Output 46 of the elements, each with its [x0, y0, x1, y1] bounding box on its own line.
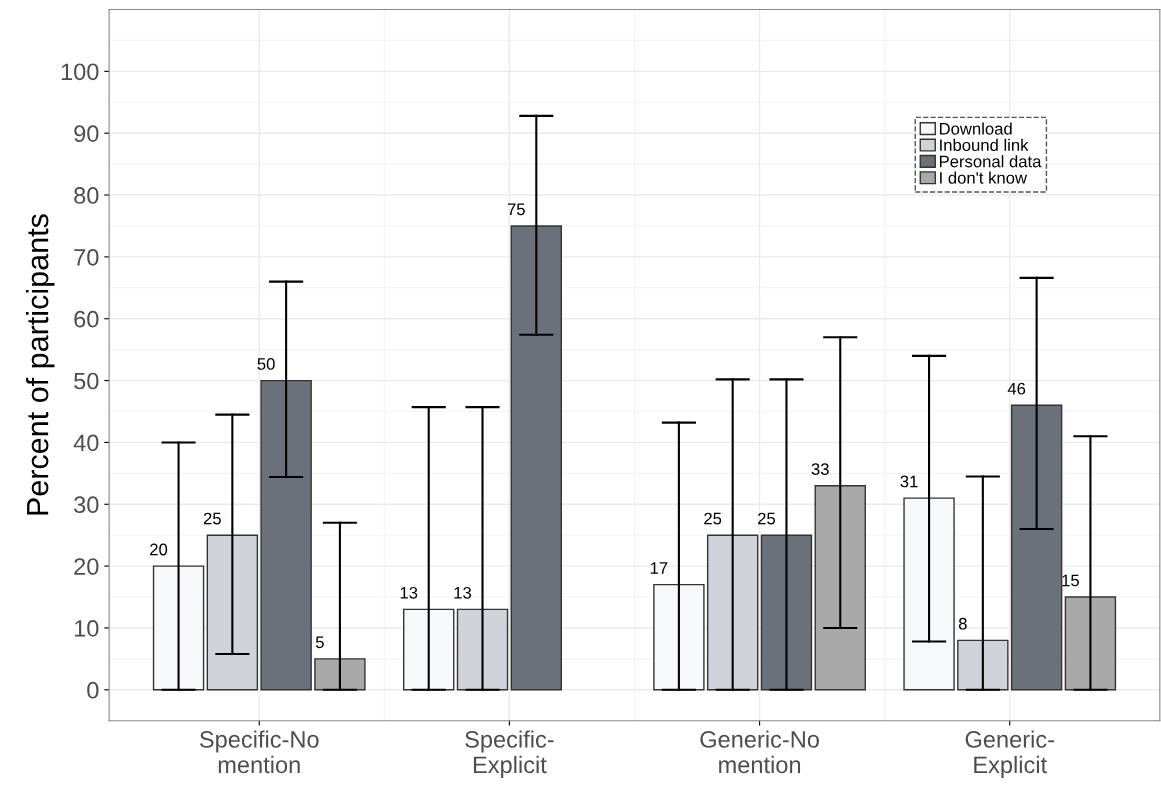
data-label: 50	[257, 358, 275, 370]
x-tick-label: Specific-No mention	[199, 730, 319, 774]
bar	[1064, 596, 1117, 691]
bar	[456, 608, 509, 691]
data-label: 20	[150, 543, 168, 556]
y-tick-label: 10	[74, 620, 99, 637]
y-tick-label: 30	[74, 496, 99, 514]
data-label: 25	[758, 512, 776, 525]
x-tick-label: Generic- Explicit	[965, 730, 1054, 778]
x-tick-label: Specific- Explicit	[465, 730, 554, 778]
bar	[314, 658, 366, 691]
bar	[510, 225, 563, 691]
legend-label: Download	[939, 122, 1012, 135]
data-label: 25	[704, 512, 722, 525]
data-label: 25	[203, 512, 221, 525]
y-tick-label: 70	[74, 248, 99, 266]
bar	[260, 379, 312, 691]
data-label: 13	[400, 586, 418, 599]
y-tick-label: 90	[74, 125, 99, 142]
y-axis-title: Percent of participants	[25, 214, 55, 515]
y-tick-label: 0	[87, 681, 99, 699]
bar	[760, 534, 813, 691]
legend-label: Personal data	[939, 155, 1042, 168]
data-label: 33	[811, 463, 829, 475]
bar	[957, 639, 1009, 691]
data-label: 13	[454, 586, 472, 599]
data-label: 31	[900, 475, 918, 488]
legend-label: I don't know	[940, 171, 1028, 184]
data-label: 5	[315, 636, 324, 649]
bar	[706, 534, 759, 691]
data-label: 46	[1007, 382, 1026, 395]
data-label: 8	[958, 617, 967, 630]
legend-label: Inbound link	[940, 138, 1029, 152]
bar	[814, 485, 866, 691]
y-tick-label: 80	[74, 187, 99, 204]
y-tick-label: 20	[74, 558, 99, 575]
data-label: 15	[1062, 574, 1079, 587]
y-tick-label: 60	[74, 310, 99, 328]
y-tick-label: 50	[74, 372, 99, 390]
data-label: 75	[507, 203, 525, 216]
x-tick-label: Generic-No mention	[700, 730, 819, 774]
bar	[206, 534, 259, 691]
data-label: 17	[650, 562, 668, 574]
y-tick-label: 40	[73, 434, 99, 452]
bar	[1010, 404, 1063, 691]
y-tick-label: 100	[61, 63, 99, 81]
